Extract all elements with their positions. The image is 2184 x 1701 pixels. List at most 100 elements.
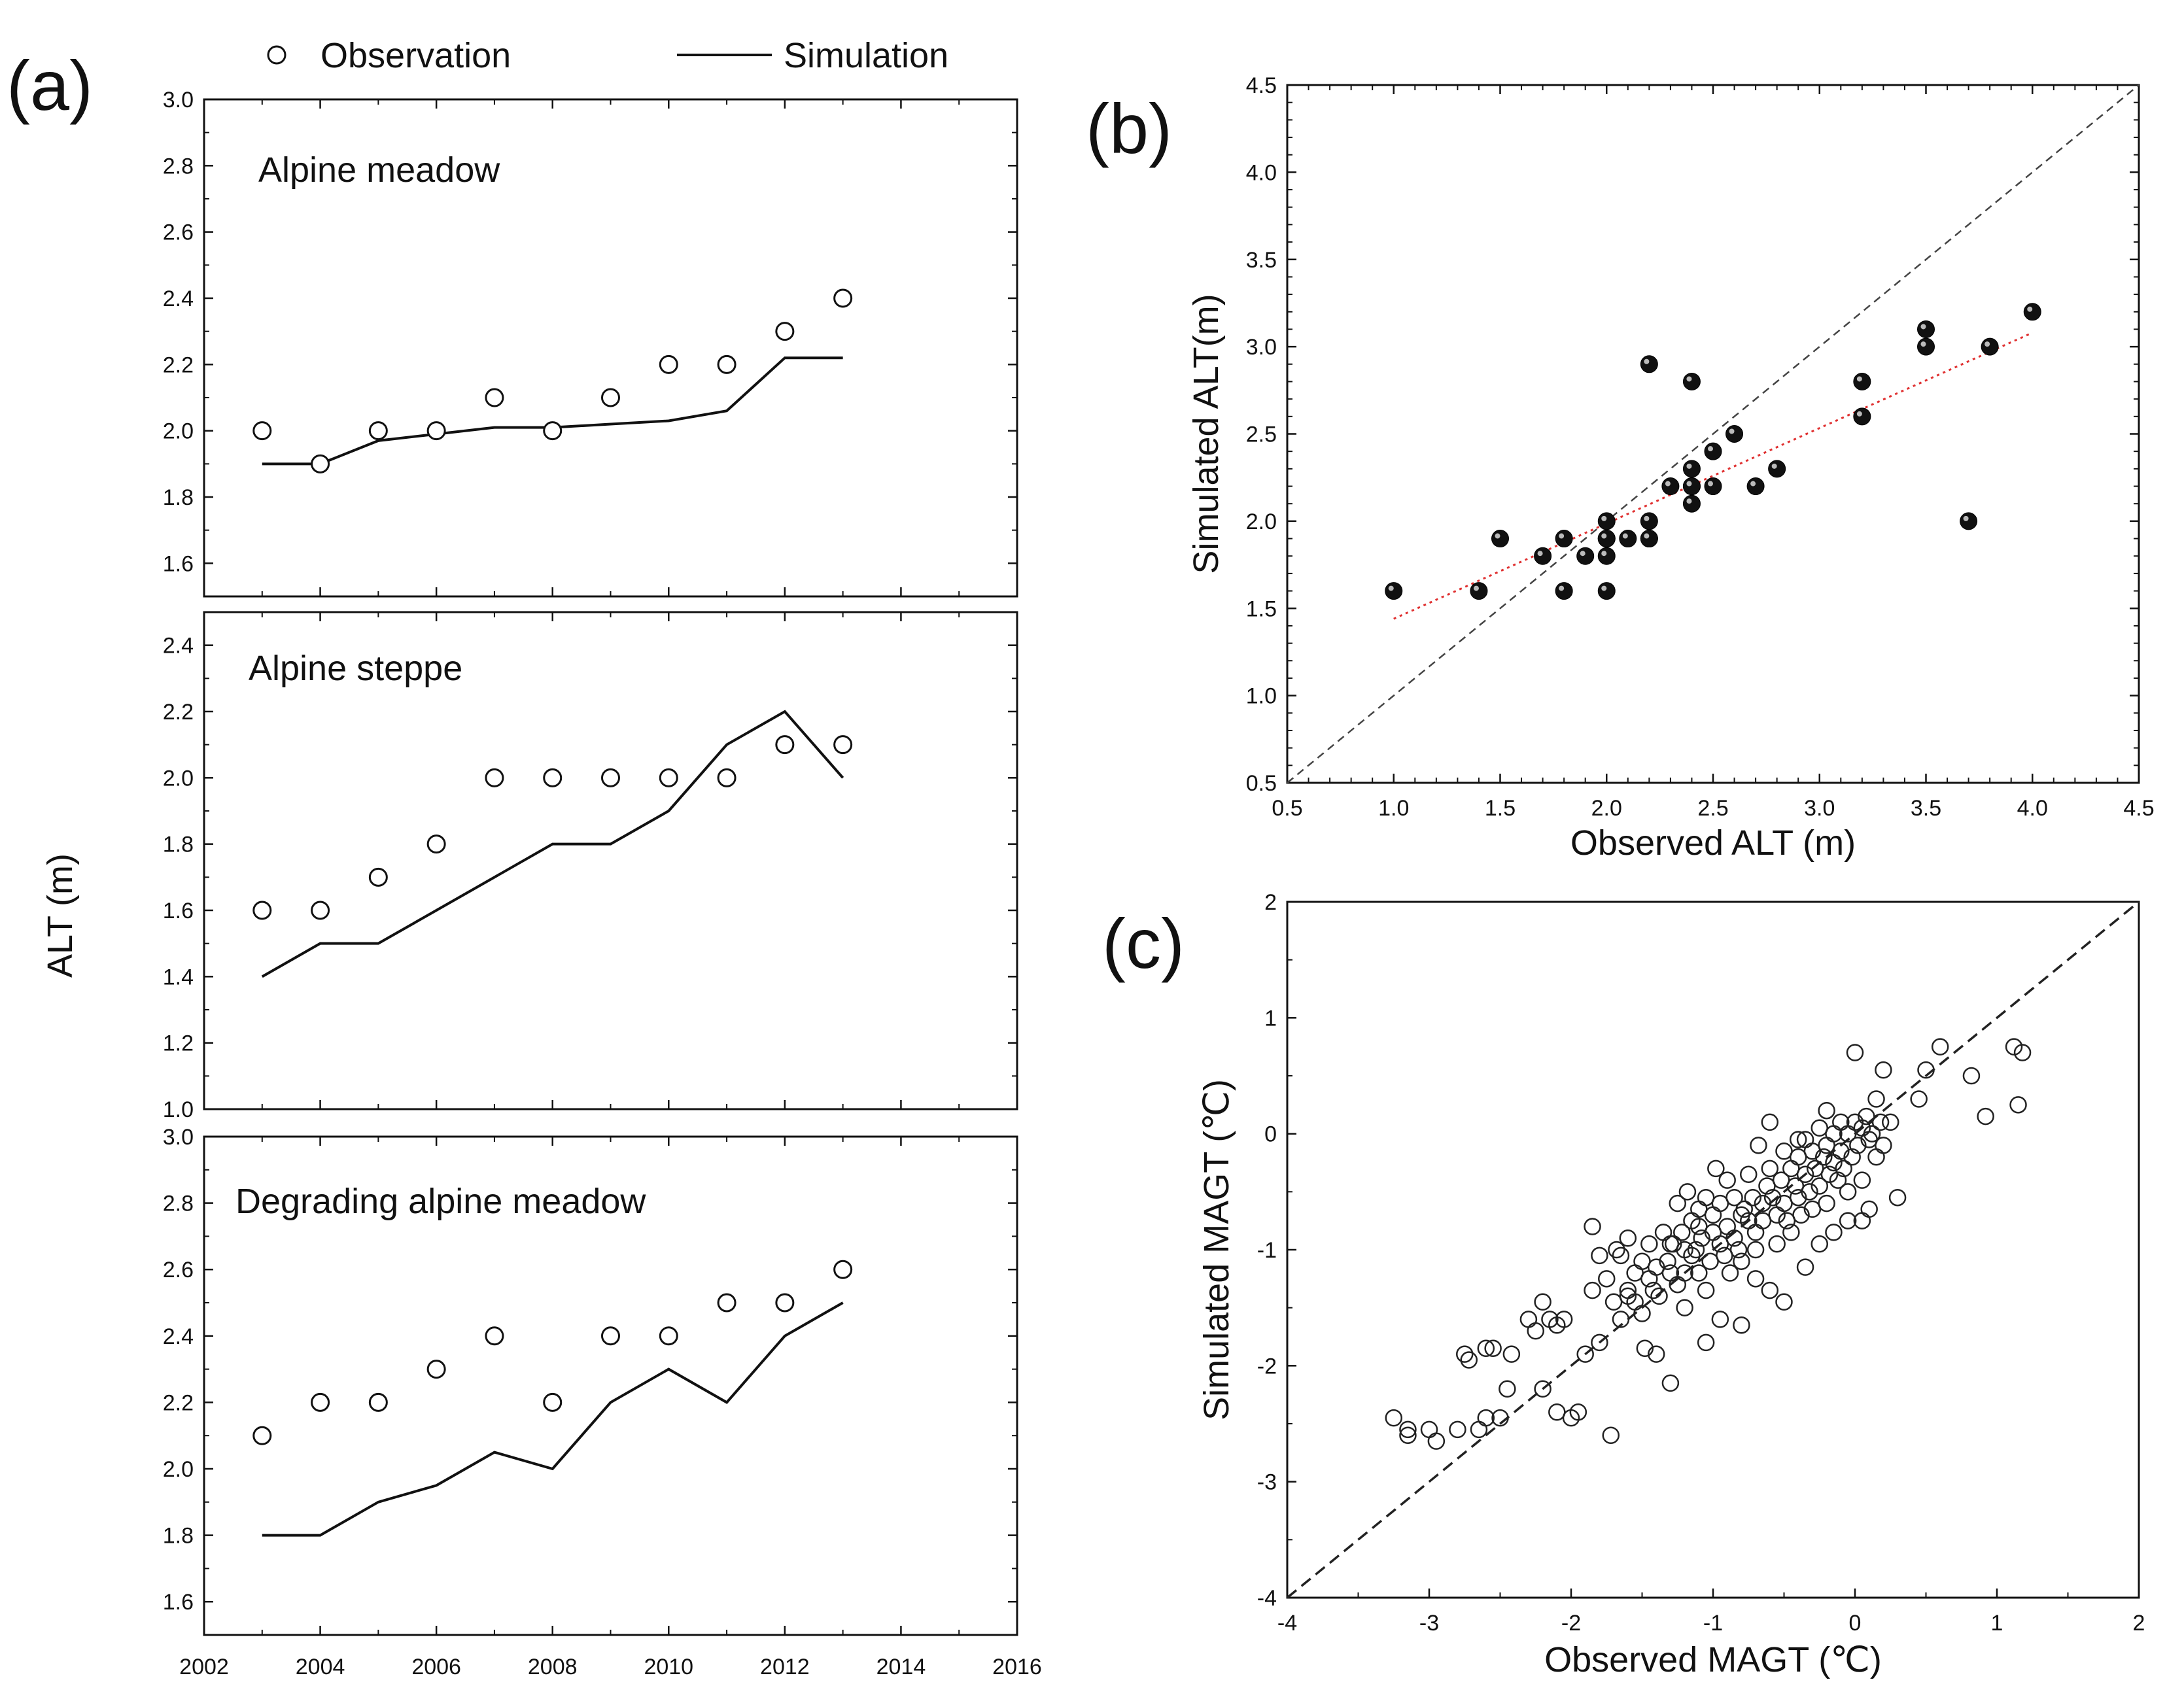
- data-point: [1789, 1131, 1807, 1148]
- data-point: [1640, 355, 1658, 373]
- data-point: [1555, 1311, 1573, 1328]
- observation-point: [601, 388, 620, 407]
- data-point: [1690, 1264, 1708, 1282]
- data-point: [1697, 1281, 1715, 1299]
- data-point: [1815, 1148, 1833, 1166]
- observation-point: [252, 1426, 272, 1445]
- panel-label-a: (a): [7, 46, 93, 125]
- data-point-highlight: [1580, 551, 1586, 557]
- data-point: [1626, 1264, 1644, 1282]
- data-point: [1584, 1281, 1601, 1299]
- y-tick-label: 1.4: [163, 965, 194, 989]
- x-tick-label: 2010: [644, 1655, 693, 1679]
- legend: Observation Simulation: [267, 36, 948, 75]
- y-tick-label: -3: [1257, 1470, 1277, 1495]
- data-point: [1633, 1252, 1651, 1270]
- y-tick-label: 2.0: [163, 419, 194, 444]
- x-tick-label: -2: [1561, 1611, 1581, 1636]
- data-point-highlight: [1537, 551, 1543, 557]
- data-point: [1835, 1160, 1852, 1178]
- subplot-title: Degrading alpine meadow: [235, 1182, 646, 1221]
- data-point: [1456, 1345, 1474, 1363]
- data-point: [1746, 1241, 1765, 1259]
- x-tick-label: 1: [1991, 1611, 2003, 1636]
- data-point: [1725, 1229, 1743, 1247]
- data-point: [1843, 1148, 1861, 1166]
- x-tick-label: 2.5: [1697, 796, 1728, 821]
- panel-label-b: (b): [1086, 89, 1172, 168]
- data-point: [1534, 1380, 1551, 1398]
- data-point: [1917, 320, 1935, 338]
- data-point-highlight: [1686, 463, 1692, 469]
- observation-point: [717, 354, 737, 374]
- data-point: [1598, 1270, 1616, 1288]
- data-point: [1650, 1287, 1668, 1305]
- data-point: [1661, 477, 1680, 496]
- data-point: [1682, 372, 1701, 390]
- data-point: [1721, 1264, 1739, 1282]
- data-point: [1832, 1113, 1850, 1131]
- x-tick-label: 2014: [876, 1655, 926, 1679]
- data-point: [1725, 1188, 1743, 1207]
- data-point-highlight: [1665, 481, 1671, 487]
- data-point: [1640, 1270, 1658, 1288]
- data-point: [1491, 1409, 1509, 1427]
- data-point: [1725, 425, 1744, 443]
- data-point: [2013, 1044, 2032, 1061]
- data-point: [1690, 1200, 1708, 1218]
- y-tick-label: 2.5: [1246, 422, 1277, 447]
- data-point: [1669, 1194, 1686, 1212]
- data-point: [1477, 1409, 1495, 1427]
- data-point: [1839, 1183, 1857, 1201]
- data-point: [1612, 1246, 1630, 1265]
- data-point: [1460, 1351, 1478, 1369]
- data-point: [1659, 1252, 1676, 1270]
- observation-point: [775, 735, 795, 755]
- y-tick-label: 4.0: [1246, 160, 1277, 185]
- data-point: [1491, 530, 1509, 548]
- chart-alpine-steppe: 1.0 1.2 1.4 1.6 1.8 2.0 2.2 2.4 Alpine steppe: [163, 611, 1018, 1122]
- data-point: [1534, 1293, 1551, 1311]
- data-point: [1744, 1188, 1762, 1207]
- data-point: [1962, 1067, 1981, 1085]
- data-point: [1818, 1194, 1835, 1212]
- data-point: [1477, 1339, 1495, 1357]
- x-tick-label: 2.0: [1591, 796, 1622, 821]
- data-point: [1604, 1293, 1623, 1311]
- y-axis-title: Simulated MAGT (℃): [1197, 1079, 1236, 1420]
- data-point: [1735, 1200, 1753, 1218]
- data-point: [1775, 1293, 1793, 1311]
- data-point: [1569, 1403, 1587, 1421]
- data-point-highlight: [1771, 463, 1777, 469]
- subplot-title: Alpine steppe: [249, 649, 462, 688]
- one-to-one-line: [1287, 84, 2140, 783]
- data-point: [1640, 512, 1658, 530]
- data-point: [1718, 1171, 1736, 1189]
- observation-point: [659, 768, 678, 787]
- data-point: [1792, 1206, 1810, 1224]
- data-point: [1527, 1322, 1544, 1340]
- x-axis-title: Observed MAGT (℃): [1544, 1640, 1882, 1679]
- data-point: [1576, 547, 1595, 565]
- legend-observation-marker: [267, 45, 286, 65]
- observation-point: [368, 867, 388, 887]
- data-point: [1612, 1311, 1630, 1328]
- y-tick-label: 2.2: [163, 700, 194, 725]
- observation-point: [543, 1392, 563, 1412]
- data-point: [1761, 1160, 1779, 1178]
- y-tick-label: 1.5: [1246, 596, 1277, 621]
- y-axis-title: Simulated ALT(m): [1187, 294, 1226, 574]
- data-point: [1449, 1420, 1466, 1439]
- y-tick-label: 3.0: [163, 88, 194, 112]
- data-point: [1977, 1107, 1994, 1125]
- subplot-title: Alpine meadow: [258, 150, 500, 190]
- x-tick-label: 2016: [992, 1655, 1042, 1679]
- y-tick-label: 1.0: [1246, 684, 1277, 709]
- chart-alpine-meadow: 1.6 1.8 2.0 2.2 2.4 2.6 2.8 3.0 Alpine meadow: [163, 88, 1018, 598]
- observation-point: [659, 354, 678, 374]
- data-point: [1711, 1194, 1729, 1212]
- data-point: [1917, 1061, 1935, 1079]
- observation-point: [252, 421, 272, 441]
- y-tick-label: 1.0: [163, 1097, 194, 1122]
- data-point: [1875, 1137, 1892, 1154]
